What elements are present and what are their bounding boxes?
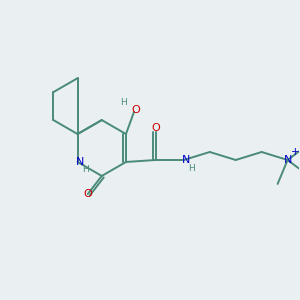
Text: +: + bbox=[291, 147, 300, 157]
Text: H: H bbox=[188, 164, 195, 173]
Text: N: N bbox=[182, 155, 190, 165]
Text: N: N bbox=[75, 157, 84, 167]
Text: O: O bbox=[83, 189, 92, 199]
Text: N: N bbox=[284, 155, 292, 165]
Text: H: H bbox=[121, 98, 127, 106]
Text: O: O bbox=[132, 105, 140, 115]
Text: H: H bbox=[82, 166, 89, 175]
Text: O: O bbox=[152, 123, 160, 133]
